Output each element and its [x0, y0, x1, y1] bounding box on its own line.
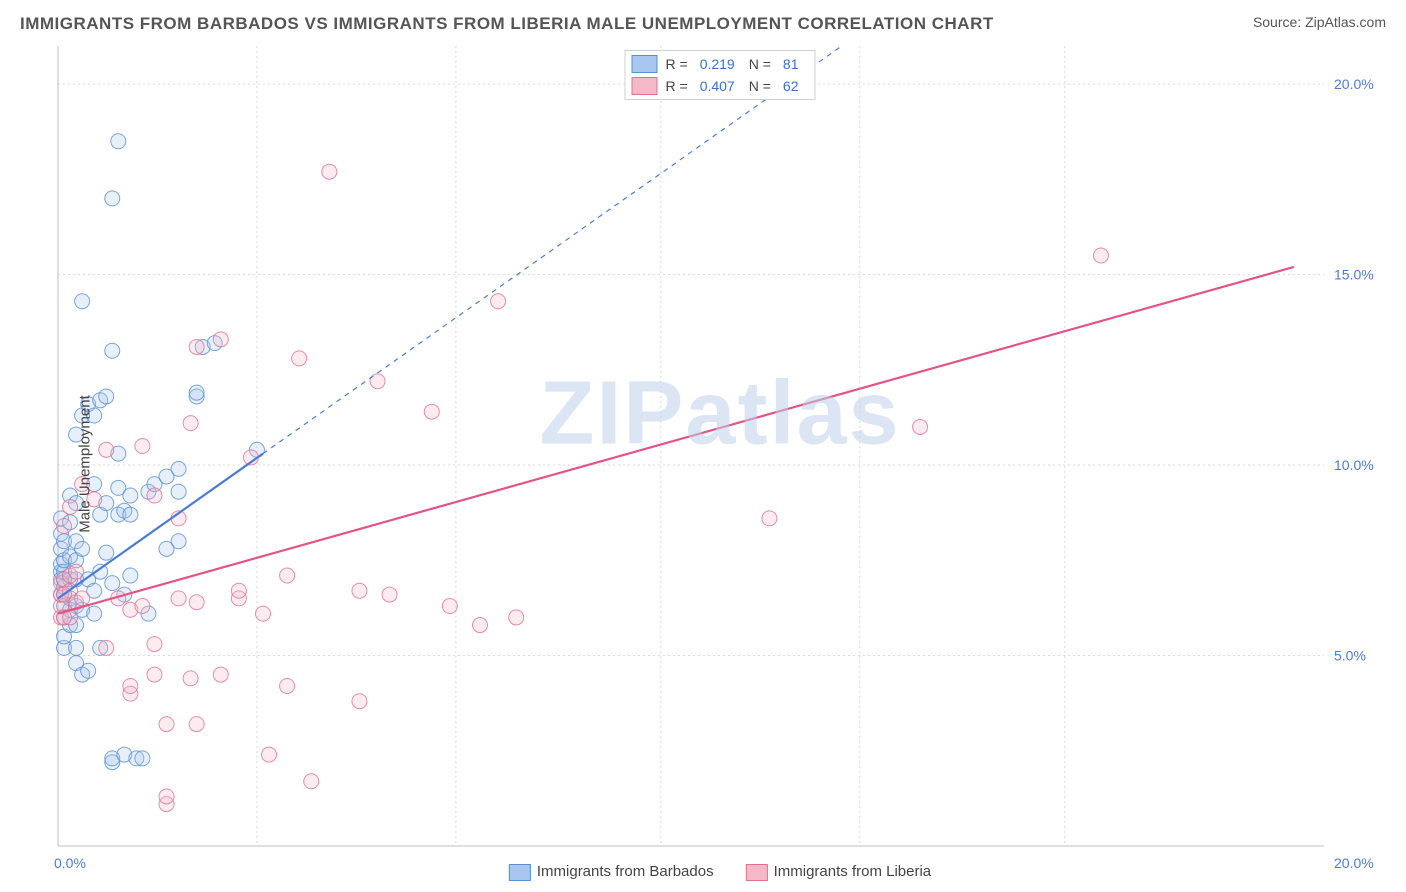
stats-legend: R = 0.219 N = 81 R = 0.407 N = 62: [625, 50, 816, 100]
n-value: 62: [779, 75, 805, 97]
plot-area: Male Unemployment ZIPatlas 5.0%10.0%15.0…: [44, 46, 1396, 882]
legend-swatch: [632, 55, 658, 73]
svg-text:20.0%: 20.0%: [1334, 855, 1374, 871]
chart-svg: 5.0% 10.0% 15.0% 20.0% 0.0% 20.0%: [44, 46, 1396, 882]
y-axis-label: Male Unemployment: [76, 395, 93, 533]
series-legend-item: Immigrants from Liberia: [746, 863, 932, 881]
r-label: R =: [666, 75, 688, 97]
series-legend: Immigrants from Barbados Immigrants from …: [509, 863, 931, 881]
n-value: 81: [779, 53, 805, 75]
svg-text:15.0%: 15.0%: [1334, 267, 1374, 283]
series-legend-label: Immigrants from Barbados: [537, 863, 714, 880]
chart-title: IMMIGRANTS FROM BARBADOS VS IMMIGRANTS F…: [20, 14, 994, 34]
stats-legend-row: R = 0.219 N = 81: [632, 53, 805, 75]
stats-legend-row: R = 0.407 N = 62: [632, 75, 805, 97]
r-value: 0.219: [696, 53, 741, 75]
n-label: N =: [749, 53, 771, 75]
n-label: N =: [749, 75, 771, 97]
r-label: R =: [666, 53, 688, 75]
svg-text:10.0%: 10.0%: [1334, 457, 1374, 473]
legend-swatch: [746, 864, 768, 881]
r-value: 0.407: [696, 75, 741, 97]
series-legend-label: Immigrants from Liberia: [774, 863, 932, 880]
source-label: Source: ZipAtlas.com: [1253, 14, 1386, 30]
legend-swatch: [632, 77, 658, 95]
svg-text:5.0%: 5.0%: [1334, 648, 1366, 664]
series-legend-item: Immigrants from Barbados: [509, 863, 714, 881]
svg-text:20.0%: 20.0%: [1334, 76, 1374, 92]
legend-swatch: [509, 864, 531, 881]
svg-text:0.0%: 0.0%: [54, 855, 86, 871]
